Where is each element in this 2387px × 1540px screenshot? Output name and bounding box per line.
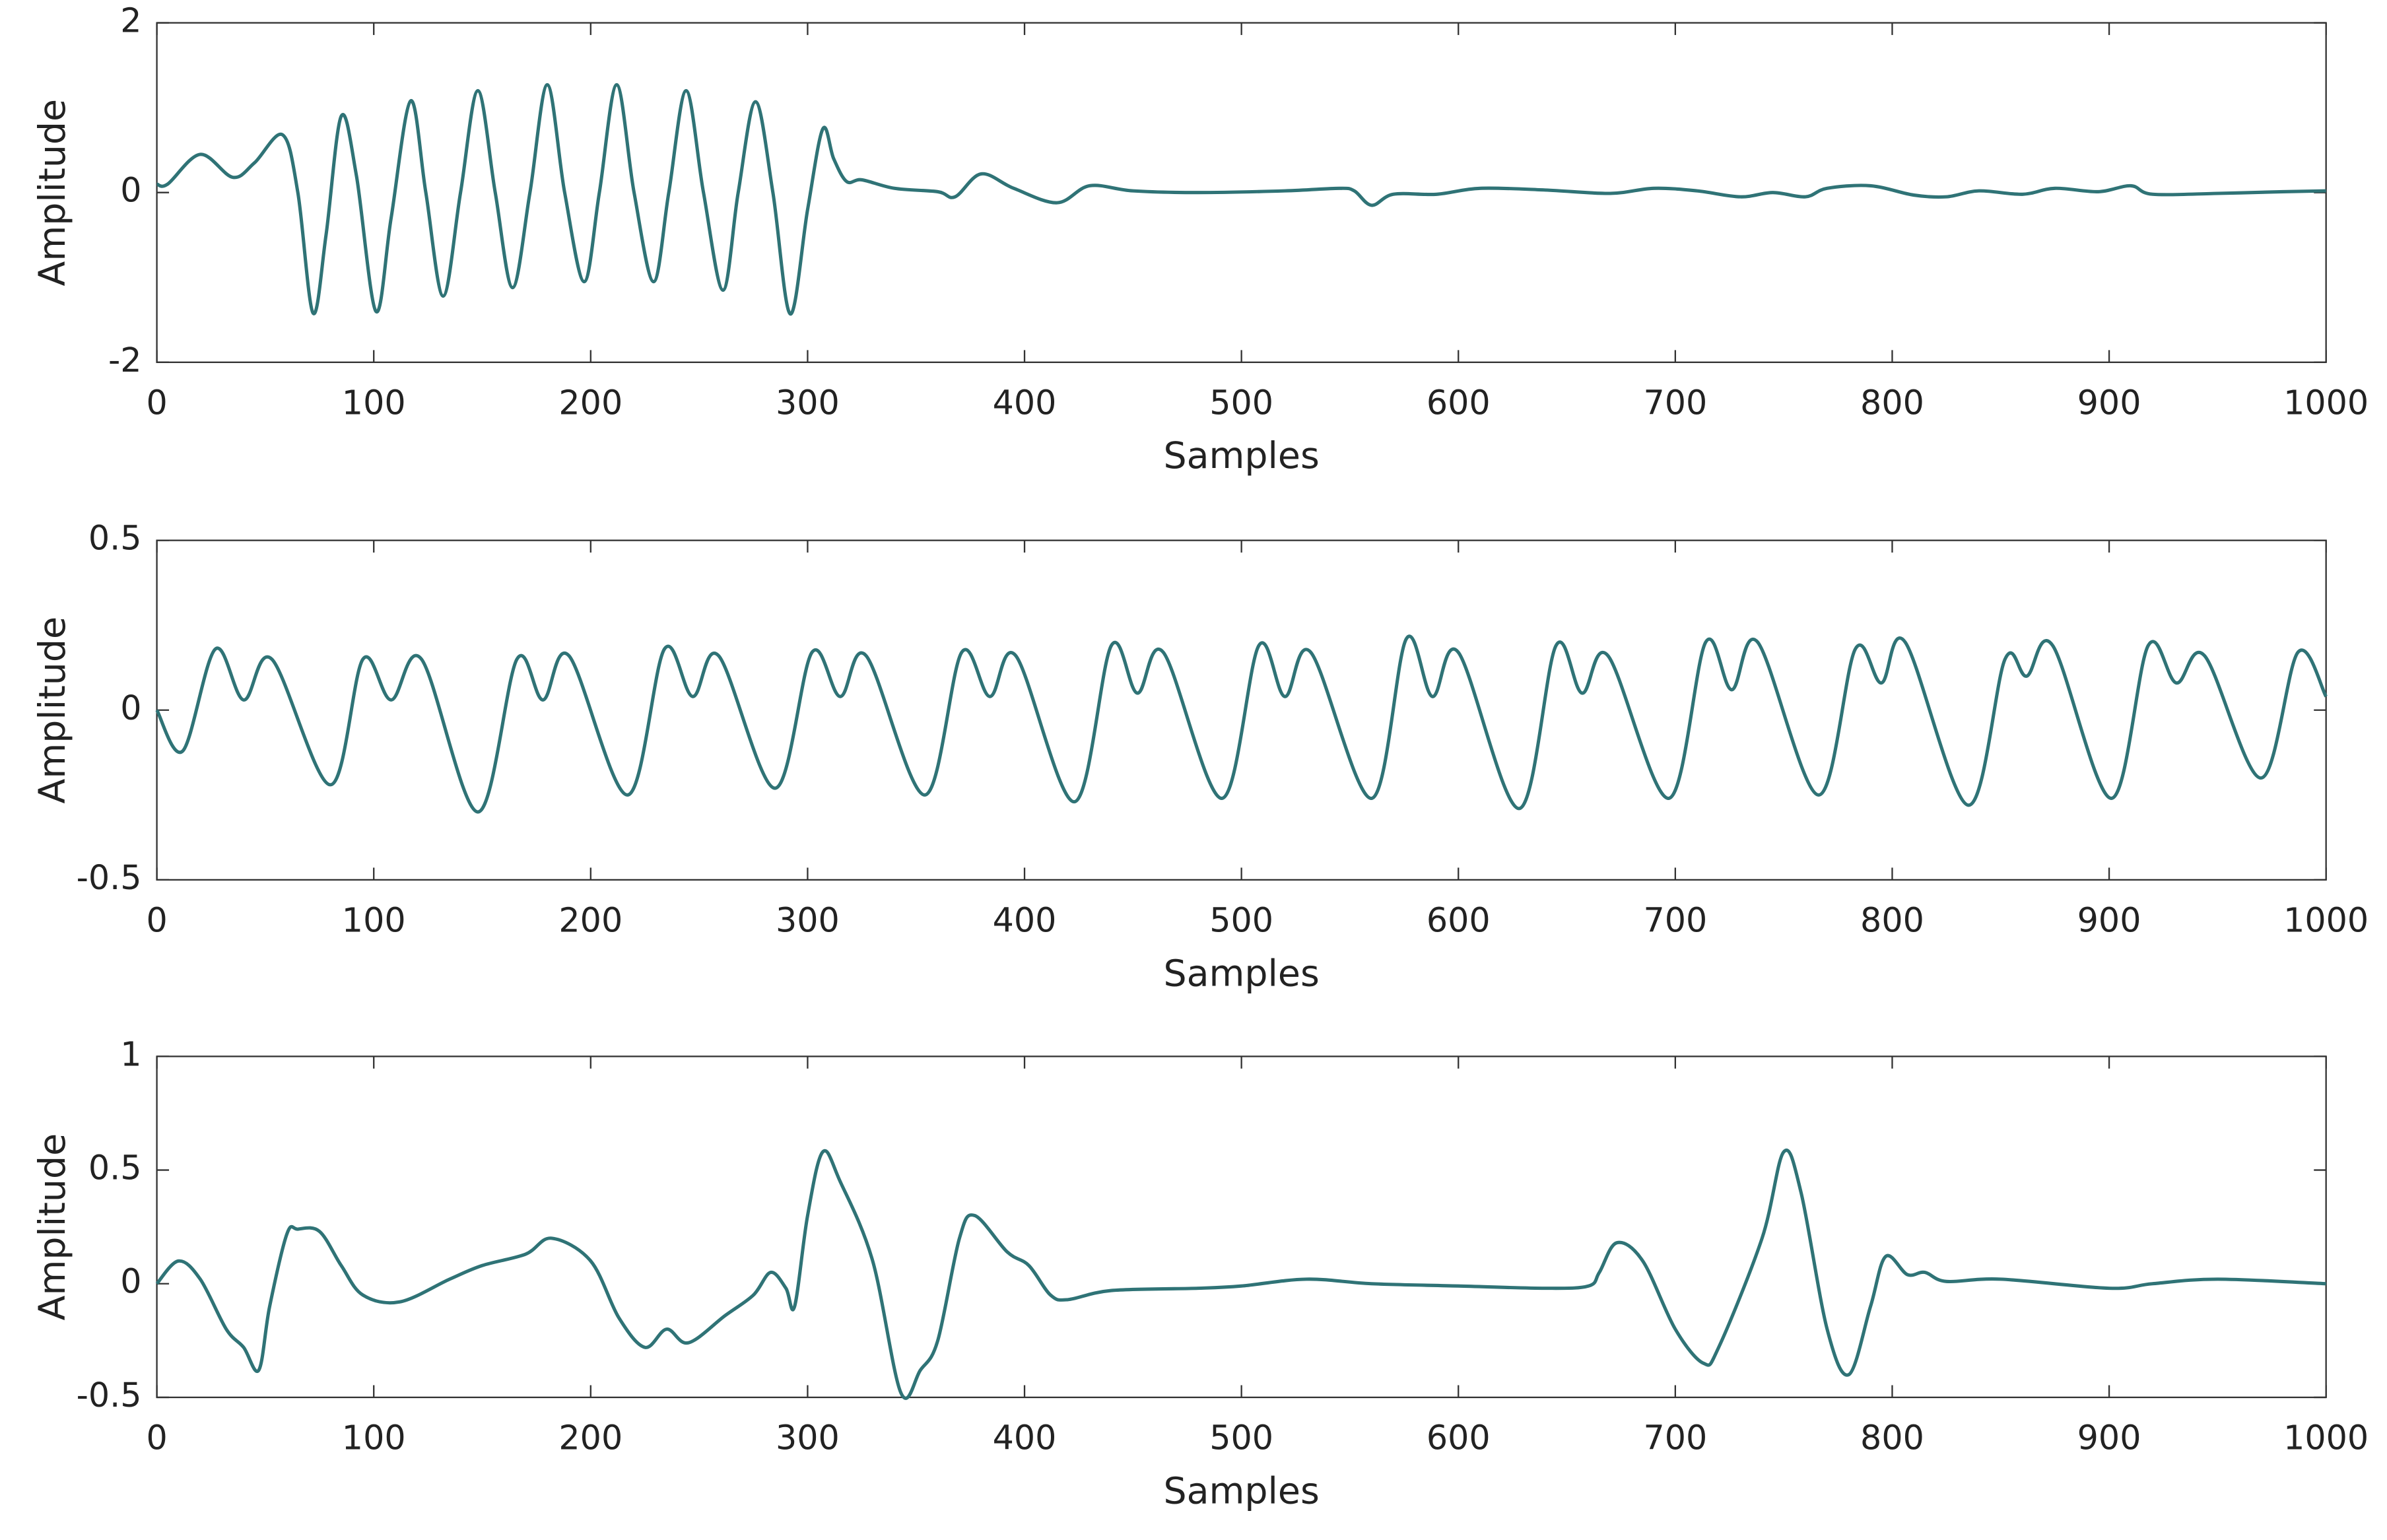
y-tick-label: 0	[120, 688, 141, 727]
y-tick-label: -0.5	[77, 858, 142, 897]
x-axis-label: Samples	[1163, 953, 1319, 995]
y-tick-label: -2	[108, 341, 142, 380]
y-axis-label: Amplitude	[32, 1133, 74, 1321]
x-tick-label: 500	[1209, 900, 1273, 939]
y-tick-label: 1	[120, 1034, 141, 1073]
x-tick-label: 1000	[2283, 900, 2369, 939]
y-axis-label: Amplitude	[32, 99, 74, 286]
x-tick-label: 300	[776, 900, 840, 939]
x-tick-label: 400	[993, 1418, 1057, 1457]
x-tick-label: 400	[993, 900, 1057, 939]
x-tick-label: 1000	[2283, 1418, 2369, 1457]
data-line	[156, 83, 2326, 316]
x-tick-label: 600	[1427, 383, 1491, 422]
y-tick-label: 0.5	[88, 1149, 142, 1188]
y-tick-label: 0	[120, 1262, 141, 1301]
plot-frame	[156, 539, 2327, 881]
x-tick-label: 200	[558, 900, 622, 939]
x-tick-label: 0	[146, 383, 167, 422]
x-tick-label: 900	[2077, 383, 2141, 422]
data-line	[155, 634, 2328, 814]
x-tick-label: 900	[2077, 900, 2141, 939]
x-tick-label: 100	[342, 383, 406, 422]
data-line	[155, 1149, 2326, 1400]
x-tick-label: 500	[1209, 383, 1273, 422]
x-tick-label: 600	[1427, 900, 1491, 939]
x-tick-label: 400	[993, 383, 1057, 422]
x-tick-label: 800	[1860, 383, 1924, 422]
x-tick-label: 200	[558, 1418, 622, 1457]
x-tick-label: 100	[342, 900, 406, 939]
x-tick-label: 500	[1209, 1418, 1273, 1457]
x-tick-label: 1000	[2283, 383, 2369, 422]
y-tick-label: 2	[120, 1, 141, 40]
x-tick-label: 100	[342, 1418, 406, 1457]
plot-frame	[156, 1055, 2327, 1399]
x-axis-label: Samples	[1163, 435, 1319, 477]
x-tick-label: 700	[1643, 383, 1707, 422]
plot-frame	[156, 22, 2327, 363]
y-tick-label: 0	[120, 171, 141, 210]
x-tick-label: 800	[1860, 900, 1924, 939]
x-tick-label: 600	[1427, 1418, 1491, 1457]
x-tick-label: 300	[776, 383, 840, 422]
x-tick-label: 900	[2077, 1418, 2141, 1457]
x-axis-label: Samples	[1163, 1470, 1319, 1512]
x-tick-label: 200	[558, 383, 622, 422]
x-tick-label: 700	[1643, 1418, 1707, 1457]
y-axis-label: Amplitude	[32, 617, 74, 804]
x-tick-label: 700	[1643, 900, 1707, 939]
x-tick-label: 0	[146, 900, 167, 939]
y-tick-label: -0.5	[77, 1376, 142, 1415]
y-tick-label: 0.5	[88, 519, 142, 558]
x-tick-label: 300	[776, 1418, 840, 1457]
x-tick-label: 0	[146, 1418, 167, 1457]
x-tick-label: 800	[1860, 1418, 1924, 1457]
